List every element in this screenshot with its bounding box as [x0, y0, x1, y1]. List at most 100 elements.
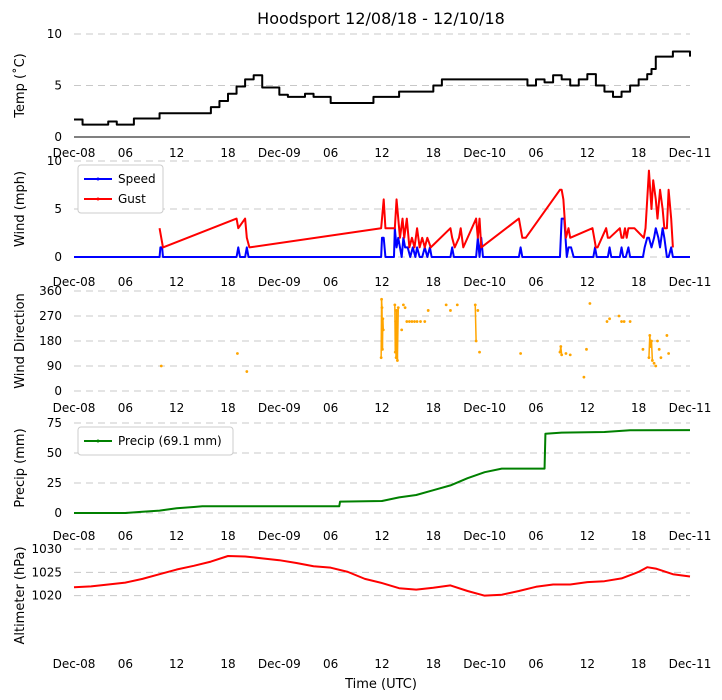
y-axis-label: Precip (mm) — [13, 428, 28, 507]
x-tick-label: 18 — [631, 401, 646, 415]
legend-box — [77, 426, 234, 456]
x-tick-label: 06 — [528, 275, 543, 289]
x-tick-label: 18 — [220, 657, 235, 671]
scatter-point — [400, 328, 404, 332]
x-tick-label: 06 — [118, 401, 133, 415]
x-tick-label: Dec-10 — [463, 146, 506, 160]
scatter-point — [617, 314, 621, 318]
x-tick-label: 12 — [580, 275, 595, 289]
scatter-point — [413, 320, 416, 323]
scatter-point — [622, 320, 626, 323]
x-axis-label: Time (UTC) — [344, 677, 417, 692]
scatter-point — [641, 347, 645, 351]
x-tick-label: 18 — [631, 657, 646, 671]
y-tick-label: 1020 — [31, 589, 62, 603]
y-tick-label: 5 — [54, 202, 62, 216]
scatter-point — [667, 352, 671, 355]
legend-marker — [96, 439, 100, 443]
scatter-point — [407, 320, 411, 323]
x-tick-label: Dec-09 — [258, 401, 301, 415]
y-axis-label: Wind Direction — [13, 293, 28, 389]
scatter-point — [585, 347, 588, 351]
scatter-point — [236, 352, 239, 355]
x-tick-label: Dec-10 — [463, 657, 506, 671]
x-tick-label: 12 — [169, 275, 184, 289]
x-tick-label: 12 — [374, 401, 389, 415]
precip-panel: 0 25 50 75 Precip (mm) Dec-08 06 12 18 Dec-09 06 12… — [13, 416, 711, 543]
x-tick-label: Dec-10 — [463, 275, 506, 289]
x-tick-label: 18 — [426, 529, 441, 543]
x-tick-label: 18 — [220, 529, 235, 543]
scatter-point — [519, 352, 522, 355]
scatter-point — [444, 303, 448, 307]
y-tick-label: 90 — [47, 359, 62, 373]
scatter-point — [405, 320, 409, 323]
x-tick-label: Dec-10 — [463, 401, 506, 415]
y-tick-label: 0 — [54, 130, 62, 144]
scatter-point — [423, 320, 427, 323]
scatter-point — [588, 302, 592, 305]
scatter-link — [474, 304, 477, 342]
series-line-precip-69-1-mm — [74, 429, 691, 514]
temperature-panel: 0 5 10 Temp (˚C) Dec-08 06 12 18 Dec-09 06 12 18 Dec… — [12, 27, 711, 160]
x-tick-label: Dec-10 — [463, 529, 506, 543]
y-axis-label: Wind (mph) — [13, 171, 28, 247]
x-tick-label: Dec-09 — [258, 275, 301, 289]
x-tick-label: 06 — [528, 401, 543, 415]
x-tick-label: Dec-11 — [669, 275, 712, 289]
y-tick-label: 360 — [39, 284, 62, 298]
x-tick-label: 12 — [580, 401, 595, 415]
series-line-gust — [158, 169, 674, 249]
wind-direction-panel: 0 90 180 270 360 Wind Direction Dec-08 06 12 18 De… — [13, 284, 711, 415]
scatter-point — [659, 356, 663, 360]
x-tick-label: 12 — [580, 657, 595, 671]
x-tick-label: 06 — [323, 401, 338, 415]
x-tick-label: 12 — [374, 275, 389, 289]
wind-panel: 0 5 10 Wind (mph) Dec-08 06 12 18 Dec-09 06 12 18 De… — [13, 154, 711, 289]
scatter-link — [396, 307, 400, 361]
y-tick-label: 75 — [47, 416, 62, 430]
y-axis-label: Temp (˚C) — [12, 53, 28, 119]
x-tick-label: 12 — [169, 529, 184, 543]
x-tick-label: 12 — [580, 146, 595, 160]
scatter-point — [582, 375, 586, 379]
x-tick-label: Dec-08 — [53, 146, 96, 160]
y-tick-label: 25 — [47, 476, 62, 490]
x-tick-label: 06 — [528, 657, 543, 671]
x-tick-label: 06 — [323, 275, 338, 289]
series-line-temp — [74, 50, 691, 126]
y-tick-label: 10 — [47, 154, 62, 168]
x-tick-label: 12 — [374, 657, 389, 671]
x-tick-label: 18 — [631, 275, 646, 289]
scatter-point — [403, 306, 407, 310]
x-tick-label: Dec-08 — [53, 657, 96, 671]
x-tick-label: 06 — [528, 529, 543, 543]
x-tick-label: 06 — [323, 657, 338, 671]
scatter-point — [159, 364, 163, 368]
scatter-point — [426, 309, 430, 312]
legend-marker — [96, 177, 100, 181]
scatter-point — [620, 320, 623, 323]
x-tick-label: 12 — [169, 401, 184, 415]
y-tick-label: 0 — [54, 384, 62, 398]
y-tick-label: 1025 — [31, 565, 62, 579]
scatter-point — [605, 320, 609, 323]
scatter-point — [478, 350, 481, 354]
x-tick-label: Dec-11 — [669, 529, 712, 543]
legend-label: Gust — [118, 192, 146, 206]
x-tick-label: 18 — [220, 146, 235, 160]
x-tick-label: 12 — [374, 529, 389, 543]
y-tick-label: 1030 — [31, 542, 62, 556]
scatter-point — [652, 361, 656, 365]
x-tick-label: Dec-08 — [53, 275, 96, 289]
y-tick-label: 0 — [54, 250, 62, 264]
scatter-point — [415, 320, 419, 323]
x-tick-label: 06 — [118, 275, 133, 289]
y-tick-label: 50 — [47, 446, 62, 460]
y-tick-label: 0 — [54, 506, 62, 520]
scatter-point — [608, 317, 611, 321]
scatter-point — [401, 303, 405, 307]
x-tick-label: 18 — [426, 275, 441, 289]
